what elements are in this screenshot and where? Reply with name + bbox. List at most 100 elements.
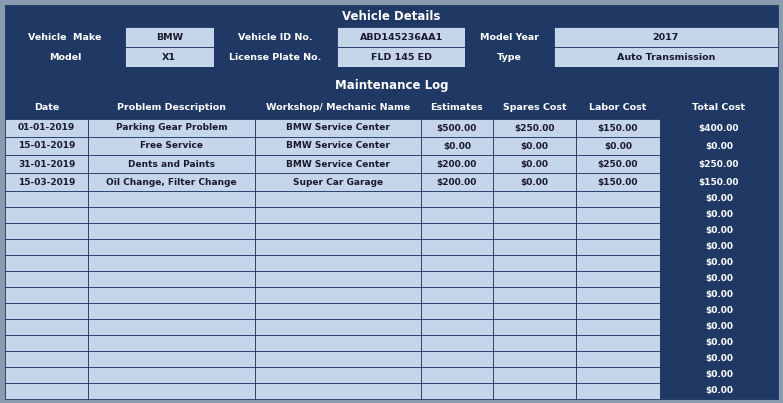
Text: Spares Cost: Spares Cost [503,104,566,112]
FancyBboxPatch shape [254,119,421,137]
FancyBboxPatch shape [576,319,660,335]
FancyBboxPatch shape [5,173,88,191]
Text: Dents and Paints: Dents and Paints [128,160,215,168]
Text: Total Cost: Total Cost [692,104,745,112]
FancyBboxPatch shape [493,137,576,155]
FancyBboxPatch shape [660,255,778,271]
FancyBboxPatch shape [660,383,778,399]
FancyBboxPatch shape [88,351,254,367]
Text: Maintenance Log: Maintenance Log [335,79,448,93]
FancyBboxPatch shape [554,27,778,47]
Text: $200.00: $200.00 [437,177,477,187]
Text: Vehicle Details: Vehicle Details [342,10,441,23]
FancyBboxPatch shape [493,287,576,303]
Text: Problem Description: Problem Description [117,104,226,112]
FancyBboxPatch shape [493,223,576,239]
FancyBboxPatch shape [576,155,660,173]
FancyBboxPatch shape [493,367,576,383]
Text: $150.00: $150.00 [597,177,638,187]
Text: License Plate No.: License Plate No. [229,52,322,62]
FancyBboxPatch shape [88,367,254,383]
FancyBboxPatch shape [493,303,576,319]
FancyBboxPatch shape [576,383,660,399]
FancyBboxPatch shape [493,351,576,367]
FancyBboxPatch shape [576,287,660,303]
Text: BMW Service Center: BMW Service Center [286,160,390,168]
FancyBboxPatch shape [254,155,421,173]
FancyBboxPatch shape [421,271,493,287]
Text: BMW Service Center: BMW Service Center [286,141,390,150]
Text: $500.00: $500.00 [437,123,477,133]
FancyBboxPatch shape [493,207,576,223]
FancyBboxPatch shape [493,255,576,271]
Text: 15-01-2019: 15-01-2019 [18,141,75,150]
FancyBboxPatch shape [5,303,88,319]
FancyBboxPatch shape [576,191,660,207]
FancyBboxPatch shape [421,287,493,303]
Text: $250.00: $250.00 [597,160,638,168]
Text: $0.00: $0.00 [705,355,733,364]
Text: $0.00: $0.00 [443,141,471,150]
Text: $0.00: $0.00 [521,177,549,187]
Text: BMW: BMW [156,33,182,42]
FancyBboxPatch shape [5,223,88,239]
FancyBboxPatch shape [576,223,660,239]
Text: $0.00: $0.00 [705,339,733,347]
FancyBboxPatch shape [88,119,254,137]
FancyBboxPatch shape [660,155,778,173]
FancyBboxPatch shape [88,155,254,173]
FancyBboxPatch shape [5,155,88,173]
FancyBboxPatch shape [88,383,254,399]
Text: $0.00: $0.00 [705,226,733,235]
FancyBboxPatch shape [576,137,660,155]
Text: Super Car Garage: Super Car Garage [293,177,383,187]
FancyBboxPatch shape [421,239,493,255]
FancyBboxPatch shape [254,383,421,399]
FancyBboxPatch shape [493,335,576,351]
Text: 01-01-2019: 01-01-2019 [18,123,75,133]
FancyBboxPatch shape [493,319,576,335]
Text: Labor Cost: Labor Cost [590,104,647,112]
FancyBboxPatch shape [576,271,660,287]
FancyBboxPatch shape [493,271,576,287]
FancyBboxPatch shape [576,97,660,119]
FancyBboxPatch shape [5,383,88,399]
FancyBboxPatch shape [88,335,254,351]
Text: Vehicle ID No.: Vehicle ID No. [238,33,313,42]
FancyBboxPatch shape [254,335,421,351]
Text: $150.00: $150.00 [698,177,739,187]
Text: $250.00: $250.00 [698,160,739,168]
Text: $0.00: $0.00 [705,307,733,316]
FancyBboxPatch shape [5,207,88,223]
FancyBboxPatch shape [88,255,254,271]
FancyBboxPatch shape [5,239,88,255]
FancyBboxPatch shape [214,47,337,67]
FancyBboxPatch shape [421,335,493,351]
FancyBboxPatch shape [465,27,554,47]
FancyBboxPatch shape [421,191,493,207]
FancyBboxPatch shape [5,255,88,271]
FancyBboxPatch shape [576,255,660,271]
Text: $0.00: $0.00 [705,258,733,268]
Text: Model Year: Model Year [480,33,539,42]
FancyBboxPatch shape [124,47,214,67]
FancyBboxPatch shape [5,287,88,303]
FancyBboxPatch shape [660,303,778,319]
Text: 15-03-2019: 15-03-2019 [18,177,75,187]
Text: Vehicle  Make: Vehicle Make [28,33,102,42]
FancyBboxPatch shape [5,27,124,47]
Text: $150.00: $150.00 [597,123,638,133]
FancyBboxPatch shape [421,137,493,155]
Text: FLD 145 ED: FLD 145 ED [370,52,431,62]
FancyBboxPatch shape [421,319,493,335]
FancyBboxPatch shape [576,335,660,351]
FancyBboxPatch shape [88,271,254,287]
FancyBboxPatch shape [493,173,576,191]
Text: Auto Transmission: Auto Transmission [617,52,715,62]
FancyBboxPatch shape [660,287,778,303]
FancyBboxPatch shape [660,119,778,137]
FancyBboxPatch shape [5,271,88,287]
FancyBboxPatch shape [660,137,778,155]
FancyBboxPatch shape [576,351,660,367]
FancyBboxPatch shape [5,67,778,75]
